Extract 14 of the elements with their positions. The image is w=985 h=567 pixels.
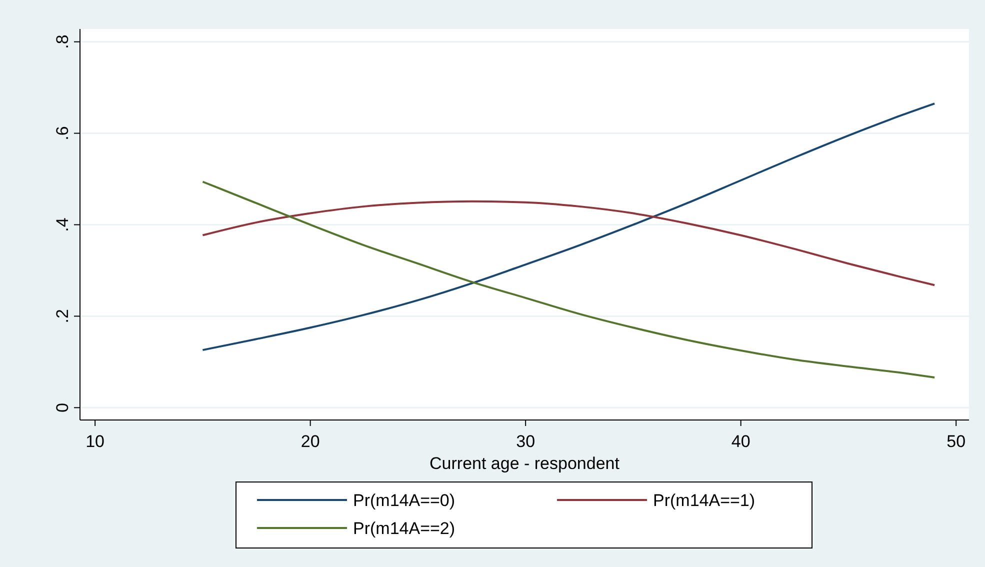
x-tick-label: 40 [731, 432, 750, 451]
y-tick-label: .6 [53, 126, 72, 140]
legend-label: Pr(m14A==2) [353, 519, 456, 538]
y-tick-label: .8 [53, 34, 72, 49]
y-tick-label: .4 [53, 218, 72, 232]
y-tick-label: .2 [53, 309, 72, 324]
x-axis-title: Current age - respondent [430, 454, 620, 473]
x-tick-label: 30 [516, 432, 536, 451]
legend-label: Pr(m14A==1) [653, 491, 756, 510]
x-tick-label: 20 [300, 432, 320, 451]
x-tick-label: 10 [86, 432, 105, 451]
x-tick-label: 50 [946, 432, 966, 451]
legend-label: Pr(m14A==0) [353, 491, 456, 510]
y-tick-label: 0 [53, 402, 72, 412]
